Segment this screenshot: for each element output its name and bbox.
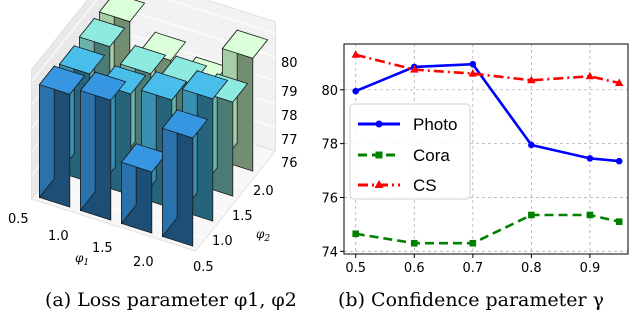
data-point — [615, 157, 623, 165]
bars-group — [38, 0, 269, 247]
tick-labels: 0.5 1.0 1.5 2.0 0.5 1.0 1.5 2.0 76 77 78… — [8, 56, 298, 275]
series-cora — [352, 211, 623, 247]
bar-3d — [79, 70, 127, 221]
data-point — [586, 155, 594, 162]
y-tick-label: 1.5 — [232, 209, 253, 224]
series-line — [355, 213, 620, 245]
z-tick-label: 80 — [281, 56, 298, 71]
caption-b: (b) Confidence parameter γ — [338, 289, 604, 311]
x-tick-label: 2.0 — [133, 255, 154, 270]
data-point — [351, 50, 360, 58]
data-point — [410, 65, 419, 73]
data-point — [586, 211, 594, 219]
x-axis-label: φ1 — [75, 251, 89, 268]
x-tick-label: 0.9 — [580, 261, 601, 276]
plot-frame — [343, 43, 629, 255]
z-tick-label: 79 — [281, 85, 298, 100]
bar-3d — [38, 64, 86, 208]
x-tick-label: 0.5 — [345, 261, 366, 276]
data-point — [469, 60, 477, 68]
data-point — [352, 87, 360, 95]
data-point — [468, 69, 477, 77]
x-ticks: 0.5 0.6 0.7 0.8 0.9 — [345, 254, 600, 276]
data-point — [585, 71, 595, 80]
caption-a: (a) Loss parameter φ1, φ2 — [45, 289, 297, 311]
z-tick-label: 77 — [281, 133, 298, 148]
y-tick-label: 74 — [321, 245, 338, 260]
data-point — [528, 141, 535, 149]
legend: Photo Cora CS — [349, 103, 471, 200]
z-tick-label: 76 — [281, 156, 298, 171]
bar-3d — [161, 108, 209, 247]
x-tick-label: 1.0 — [48, 229, 69, 244]
data-point — [615, 218, 623, 225]
y-tick-label: 0.5 — [193, 260, 214, 275]
series-line — [355, 62, 620, 163]
x-tick-label: 1.5 — [92, 241, 113, 256]
legend-label: Photo — [413, 115, 457, 134]
x-tick-label: 0.5 — [8, 212, 29, 227]
data-point — [615, 78, 624, 86]
y-tick-label: 1.0 — [212, 234, 233, 249]
y-axis-label: φ2 — [256, 227, 270, 244]
x-tick-label: 0.8 — [521, 261, 542, 276]
data-point — [410, 239, 418, 247]
y-tick-label: 76 — [321, 191, 338, 206]
series-group — [351, 50, 624, 247]
legend-item-photo: Photo — [358, 115, 457, 134]
data-point — [469, 239, 477, 247]
x-tick-label: 0.7 — [462, 261, 483, 276]
legend-label: Cora — [413, 146, 450, 165]
bar-3d — [120, 142, 168, 234]
series-photo — [352, 60, 623, 165]
x-tick-label: 0.6 — [404, 261, 425, 276]
series-cs — [351, 50, 624, 86]
chart-3d-bars: 0.5 1.0 1.5 2.0 0.5 1.0 1.5 2.0 76 77 78… — [8, 0, 298, 275]
series-line — [355, 53, 620, 85]
chart-line: 0.5 0.6 0.7 0.8 0.9 74 76 78 80 Photo Cora CS — [321, 43, 629, 276]
y-tick-label: 2.0 — [253, 184, 274, 199]
z-tick-label: 78 — [281, 109, 298, 124]
legend-item-cora: Cora — [358, 146, 450, 165]
legend-label: CS — [413, 176, 437, 195]
data-point — [527, 75, 536, 84]
legend-item-cs: CS — [358, 176, 437, 195]
data-point — [528, 211, 535, 219]
y-ticks: 74 76 78 80 — [321, 84, 344, 260]
y-tick-label: 78 — [321, 138, 338, 153]
y-tick-label: 80 — [321, 84, 338, 99]
data-point — [352, 230, 360, 238]
